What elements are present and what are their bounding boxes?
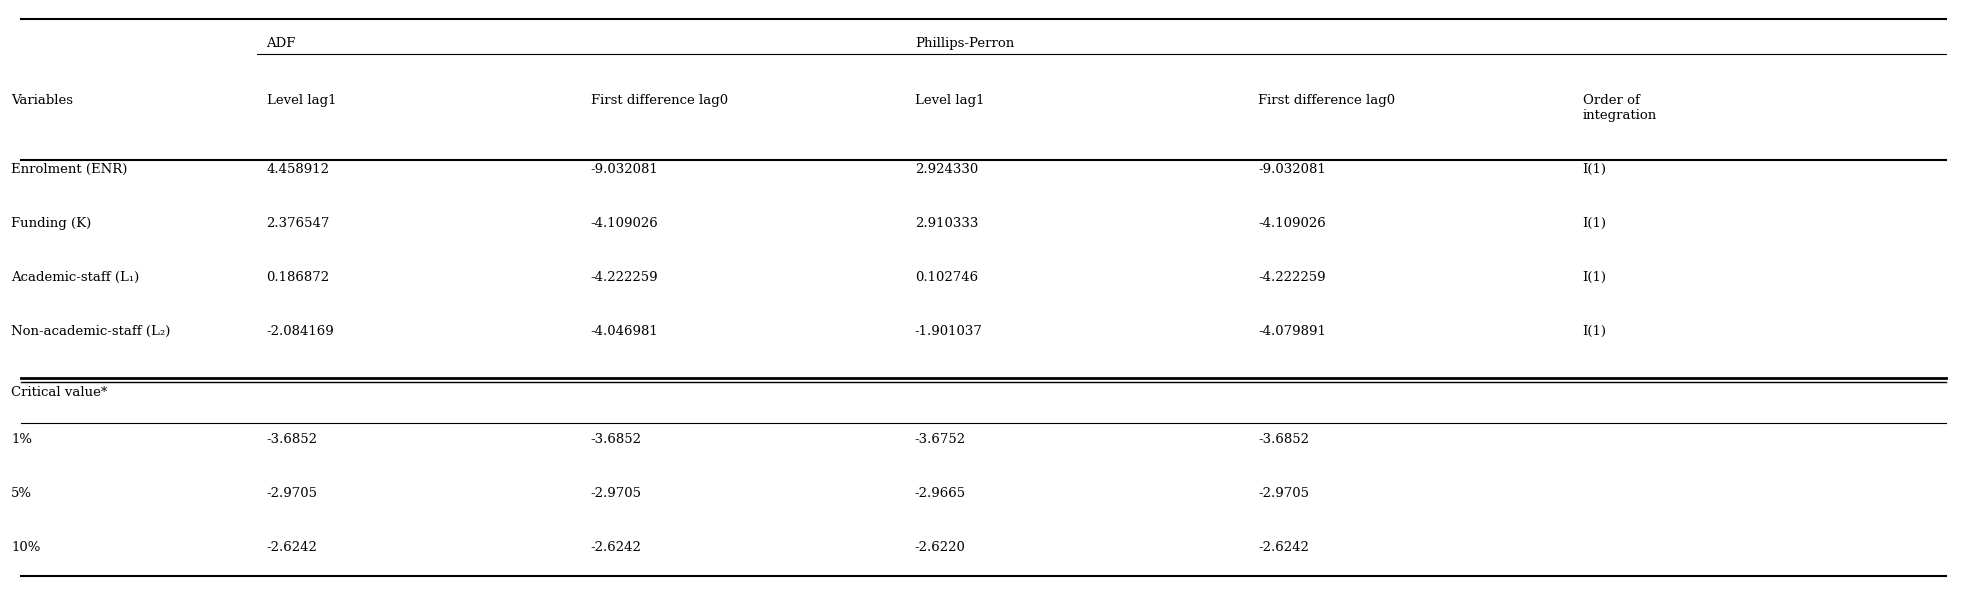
Text: Variables: Variables bbox=[12, 94, 73, 107]
Text: 1%: 1% bbox=[12, 434, 31, 446]
Text: Funding (K): Funding (K) bbox=[12, 217, 90, 230]
Text: -3.6852: -3.6852 bbox=[268, 434, 317, 446]
Text: 2.376547: 2.376547 bbox=[268, 217, 330, 230]
Text: Critical value*: Critical value* bbox=[12, 386, 108, 399]
Text: I(1): I(1) bbox=[1583, 271, 1607, 284]
Text: -2.9705: -2.9705 bbox=[590, 487, 641, 500]
Text: -2.084169: -2.084169 bbox=[268, 325, 334, 338]
Text: 2.924330: 2.924330 bbox=[915, 163, 978, 176]
Text: -2.6242: -2.6242 bbox=[268, 541, 317, 554]
Text: -2.9705: -2.9705 bbox=[1259, 487, 1310, 500]
Text: Non-academic-staff (L₂): Non-academic-staff (L₂) bbox=[12, 325, 171, 338]
Text: Academic-staff (L₁): Academic-staff (L₁) bbox=[12, 271, 140, 284]
Text: I(1): I(1) bbox=[1583, 217, 1607, 230]
Text: -4.046981: -4.046981 bbox=[590, 325, 659, 338]
Text: 5%: 5% bbox=[12, 487, 31, 500]
Text: I(1): I(1) bbox=[1583, 163, 1607, 176]
Text: 0.186872: 0.186872 bbox=[268, 271, 330, 284]
Text: -2.9665: -2.9665 bbox=[915, 487, 966, 500]
Text: Level lag1: Level lag1 bbox=[268, 94, 336, 107]
Text: Phillips-Perron: Phillips-Perron bbox=[915, 37, 1015, 49]
Text: -4.079891: -4.079891 bbox=[1259, 325, 1326, 338]
Text: -4.109026: -4.109026 bbox=[590, 217, 659, 230]
Text: -2.6242: -2.6242 bbox=[1259, 541, 1310, 554]
Text: -2.9705: -2.9705 bbox=[268, 487, 317, 500]
Text: -2.6220: -2.6220 bbox=[915, 541, 966, 554]
Text: -9.032081: -9.032081 bbox=[1259, 163, 1326, 176]
Text: -4.222259: -4.222259 bbox=[1259, 271, 1326, 284]
Text: Order of
integration: Order of integration bbox=[1583, 94, 1656, 123]
Text: 4.458912: 4.458912 bbox=[268, 163, 330, 176]
Text: ADF: ADF bbox=[268, 37, 295, 49]
Text: -3.6752: -3.6752 bbox=[915, 434, 966, 446]
Text: 10%: 10% bbox=[12, 541, 41, 554]
Text: -3.6852: -3.6852 bbox=[590, 434, 641, 446]
Text: Level lag1: Level lag1 bbox=[915, 94, 984, 107]
Text: -4.222259: -4.222259 bbox=[590, 271, 659, 284]
Text: First difference lag0: First difference lag0 bbox=[590, 94, 728, 107]
Text: 2.910333: 2.910333 bbox=[915, 217, 978, 230]
Text: -3.6852: -3.6852 bbox=[1259, 434, 1310, 446]
Text: -4.109026: -4.109026 bbox=[1259, 217, 1326, 230]
Text: Enrolment (ENR): Enrolment (ENR) bbox=[12, 163, 128, 176]
Text: First difference lag0: First difference lag0 bbox=[1259, 94, 1397, 107]
Text: 0.102746: 0.102746 bbox=[915, 271, 978, 284]
Text: -9.032081: -9.032081 bbox=[590, 163, 659, 176]
Text: -1.901037: -1.901037 bbox=[915, 325, 984, 338]
Text: I(1): I(1) bbox=[1583, 325, 1607, 338]
Text: -2.6242: -2.6242 bbox=[590, 541, 641, 554]
